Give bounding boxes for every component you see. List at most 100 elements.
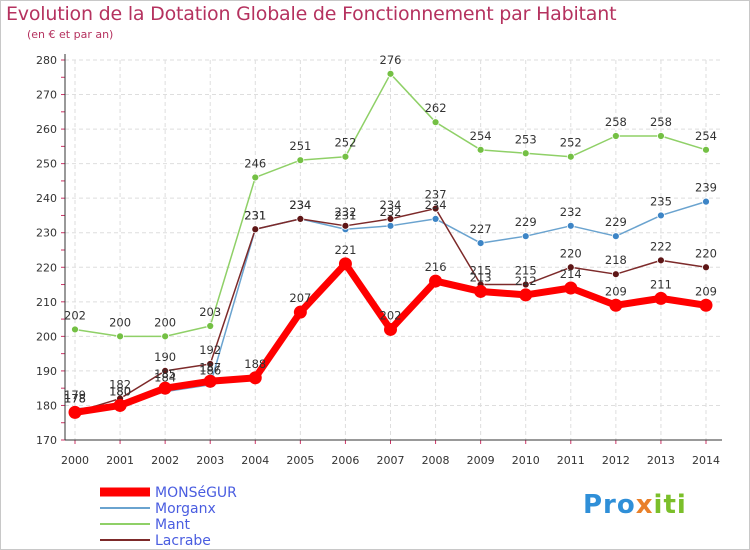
legend-label-lacrabe: Lacrabe: [155, 533, 211, 549]
data-point-mant: [476, 145, 485, 154]
y-tick-label: 240: [36, 192, 57, 205]
data-label-mant: 253: [515, 132, 537, 146]
data-point-lacrabe: [206, 360, 215, 368]
x-tick-label: 2002: [151, 454, 179, 467]
data-point-mons-gur: [203, 374, 217, 388]
grid: [65, 59, 722, 441]
data-point-mant: [296, 156, 305, 165]
data-label-lacrabe: 234: [380, 198, 402, 212]
data-point-lacrabe: [386, 215, 395, 223]
y-tick-label: 190: [36, 365, 57, 378]
data-label-mons-gur: 202: [380, 308, 402, 322]
y-tick-label: 210: [36, 296, 57, 309]
data-point-morganx: [521, 232, 530, 241]
data-label-morganx: 239: [695, 181, 717, 195]
data-label-mant: 200: [109, 315, 131, 329]
data-label-lacrabe: 190: [154, 350, 176, 364]
data-point-morganx: [611, 232, 620, 241]
x-tick-label: 2009: [467, 454, 495, 467]
data-label-lacrabe: 231: [244, 208, 266, 222]
data-point-lacrabe: [657, 256, 665, 265]
data-point-mons-gur: [474, 284, 488, 298]
axes: 170 180 190 200 210 220 230 240 250 260 270 280 2000…: [36, 54, 722, 467]
data-label-morganx: 227: [470, 222, 492, 236]
data-point-mons-gur: [699, 298, 713, 312]
data-label-morganx: 235: [650, 194, 672, 208]
data-label-lacrabe: 182: [109, 378, 131, 392]
data-label-morganx: 186: [199, 364, 221, 378]
data-point-morganx: [657, 211, 665, 220]
data-label-mons-gur: 212: [515, 274, 537, 288]
data-label-lacrabe: 215: [470, 264, 492, 278]
data-point-mons-gur: [384, 322, 397, 336]
data-point-mant: [566, 152, 575, 161]
data-label-morganx: 232: [380, 205, 402, 219]
data-label-mons-gur: 209: [695, 284, 717, 298]
legend-label-morganx: Morganx: [155, 501, 216, 517]
data-label-mons-gur: 178: [64, 391, 86, 405]
data-point-mons-gur: [158, 381, 172, 395]
data-label-mant: 258: [605, 115, 627, 129]
data-point-mant: [116, 332, 124, 341]
data-label-lacrabe: 218: [605, 253, 627, 267]
x-tick-label: 2004: [241, 454, 269, 467]
x-tick-label: 2001: [106, 454, 134, 467]
data-point-mant: [386, 69, 395, 78]
chart-title: Evolution de la Dotation Globale de Fonc…: [6, 3, 617, 25]
data-label-mons-gur: 185: [154, 367, 176, 381]
data-label-morganx: 229: [515, 215, 537, 229]
data-point-lacrabe: [296, 215, 305, 223]
data-label-mons-gur: 187: [199, 360, 221, 374]
series-lines: [68, 69, 713, 419]
data-point-mons-gur: [519, 288, 533, 302]
y-tick-label: 220: [36, 261, 57, 274]
data-label-mons-gur: 221: [334, 243, 356, 257]
data-point-morganx: [566, 221, 575, 230]
data-label-mons-gur: 211: [650, 277, 672, 291]
x-tick-label: 2003: [196, 454, 224, 467]
y-tick-label: 250: [36, 158, 57, 171]
y-tick-label: 260: [36, 123, 57, 136]
data-point-morganx: [386, 221, 395, 230]
data-point-mons-gur: [248, 371, 262, 385]
data-point-mons-gur: [113, 398, 127, 412]
legend-label-mons-gur: MONSéGUR: [155, 485, 237, 501]
x-tick-label: 2012: [602, 454, 630, 467]
data-label-mant: 202: [64, 308, 86, 322]
data-point-mant: [702, 145, 710, 154]
data-label-morganx: 184: [154, 371, 176, 385]
data-label-mons-gur: 214: [560, 267, 582, 281]
y-tick-label: 200: [36, 330, 57, 343]
x-tick-label: 2011: [557, 454, 585, 467]
data-point-lacrabe: [566, 263, 575, 272]
data-point-lacrabe: [521, 280, 530, 289]
data-point-mons-gur: [293, 305, 307, 319]
x-tick-label: 2007: [377, 454, 405, 467]
data-point-morganx: [476, 239, 485, 247]
data-label-mons-gur: 213: [470, 270, 492, 284]
data-label-morganx: 232: [560, 205, 582, 219]
data-label-lacrabe: 234: [289, 198, 311, 212]
x-tick-label: 2000: [61, 454, 89, 467]
data-point-mant: [251, 173, 260, 182]
x-tick-label: 2014: [692, 454, 720, 467]
data-point-lacrabe: [341, 221, 350, 230]
data-point-morganx: [702, 197, 710, 206]
data-label-lacrabe: 192: [199, 343, 221, 357]
data-point-mons-gur: [609, 298, 623, 312]
data-point-lacrabe: [251, 225, 260, 234]
data-point-mant: [71, 325, 79, 334]
data-point-lacrabe: [431, 204, 440, 213]
data-label-mons-gur: 188: [244, 357, 266, 371]
data-label-mant: 276: [380, 53, 402, 67]
data-label-mant: 254: [695, 129, 717, 143]
data-point-lacrabe: [702, 263, 710, 272]
data-label-mons-gur: 207: [289, 291, 311, 305]
data-label-morganx: 179: [64, 388, 86, 402]
data-label-mant: 254: [470, 129, 492, 143]
x-tick-label: 2005: [286, 454, 314, 467]
y-tick-label: 170: [36, 434, 57, 447]
